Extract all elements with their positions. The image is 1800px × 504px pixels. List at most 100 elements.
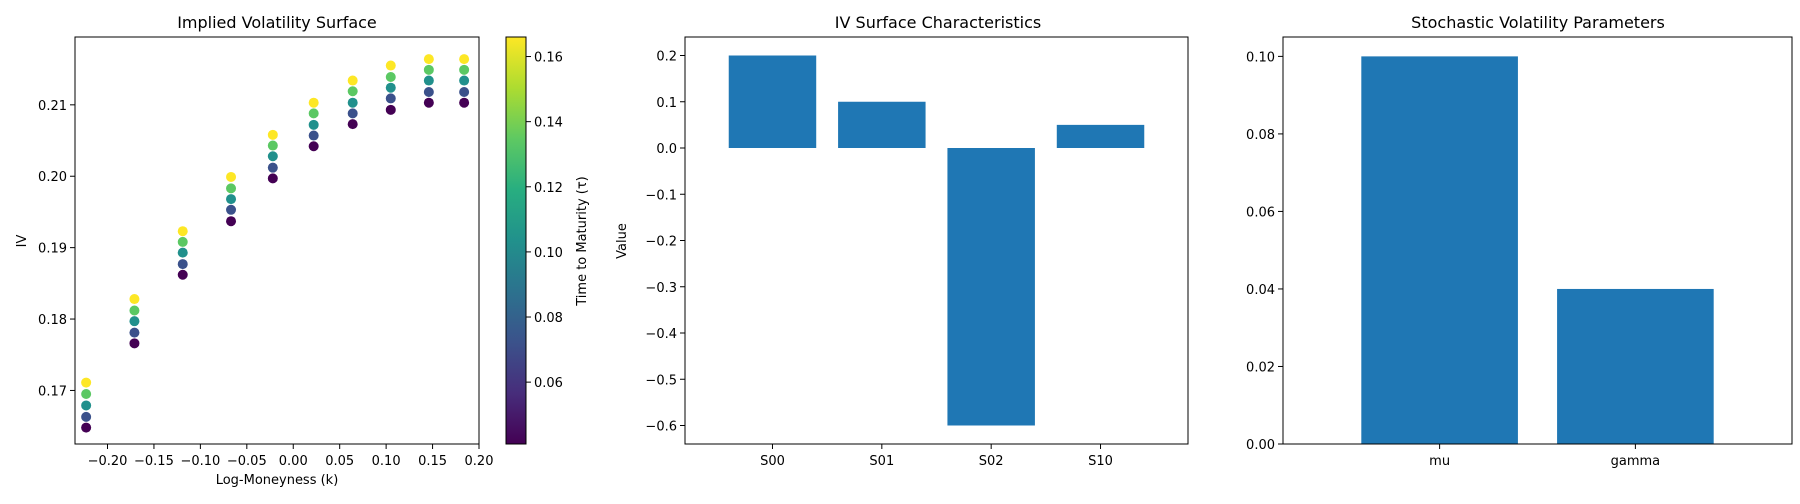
scatter-point [226,171,237,182]
scatter-point [177,269,188,280]
chart-2-ytick-label: 0.0 [656,142,677,157]
colorbar-label: Time to Maturity (τ) [575,176,590,307]
chart-1-ylabel: IV [15,235,30,248]
scatter-point [308,130,319,141]
chart-1-xtick-label: 0.00 [279,454,308,469]
chart-2-ytick-label: 0.2 [656,50,677,65]
scatter-point [308,97,319,108]
chart-1-points [81,54,470,433]
chart-3-xtick-label: mu [1429,454,1450,469]
chart-3-ytick-label: 0.06 [1246,205,1275,220]
scatter-point [385,82,396,93]
scatter-point [267,140,278,151]
scatter-point [81,389,92,400]
scatter-point [177,247,188,258]
scatter-point [385,71,396,82]
chart-1-xtick-label: −0.15 [134,454,174,469]
chart-3-bars [1361,56,1714,444]
scatter-point [267,151,278,162]
colorbar-tick-label: 0.06 [534,376,563,391]
chart-2-ytick-label: −0.5 [645,373,677,388]
chart-3-xtick-label: gamma [1611,454,1661,469]
scatter-point [81,411,92,422]
scatter-point [347,119,358,130]
chart-1-ytick-label: 0.18 [38,313,67,328]
scatter-point [347,86,358,97]
chart-3-ytick-label: 0.00 [1246,438,1275,453]
scatter-point [459,54,470,65]
chart-1-ytick-label: 0.21 [38,99,67,114]
scatter-point [129,305,140,316]
chart-2-xtick-label: S01 [869,454,894,469]
colorbar-tick-label: 0.14 [534,116,563,131]
chart-2-bars [728,55,1145,426]
chart-2-xtick-label: S02 [979,454,1004,469]
scatter-point [308,108,319,119]
scatter-point [459,86,470,97]
chart-2-ytick-label: −0.4 [645,327,677,342]
chart-1-ytick-label: 0.17 [38,384,67,399]
colorbar: 0.06 0.08 0.10 0.12 0.14 0.16 Time to Maturit… [505,36,590,445]
colorbar-tick-label: 0.16 [534,51,563,66]
iv-characteristics-chart: IV Surface Characteristics Value S00 S01 S… [615,13,1189,470]
chart-2-xtick-label: S00 [760,454,785,469]
chart-3-ytick-label: 0.04 [1246,283,1275,298]
colorbar-tick-label: 0.12 [534,181,563,196]
chart-2-bar [947,148,1035,426]
chart-1-xtick-label: 0.10 [372,454,401,469]
chart-3-ytick-label: 0.10 [1246,50,1275,65]
colorbar-ticks: 0.06 0.08 0.10 0.12 0.14 0.16 [526,51,563,391]
scatter-point [385,104,396,115]
scatter-point [308,141,319,152]
chart-3-title: Stochastic Volatility Parameters [1411,13,1665,32]
chart-2-bar [838,101,926,148]
colorbar-tick-label: 0.10 [534,246,563,261]
chart-2-title: IV Surface Characteristics [835,13,1041,32]
chart-1-frame [74,36,480,445]
chart-1-ytick-label: 0.19 [38,242,67,257]
scatter-point [423,97,434,108]
scatter-point [385,60,396,71]
scatter-point [267,129,278,140]
scatter-point [459,64,470,75]
scatter-point [347,97,358,108]
chart-1-xlabel: Log-Moneyness (k) [216,473,339,488]
scatter-point [347,75,358,86]
scatter-point [226,216,237,227]
scatter-point [267,162,278,173]
scatter-point [423,75,434,86]
chart-1-xtick-label: −0.20 [88,454,128,469]
sv-parameters-chart: Stochastic Volatility Parameters mu gamma… [1246,13,1793,469]
chart-2-ytick-label: −0.2 [645,235,677,250]
scatter-point [81,422,92,433]
chart-3-bar [1361,56,1518,444]
scatter-point [129,327,140,338]
scatter-point [81,377,92,388]
scatter-point [385,93,396,104]
iv-surface-chart: Implied Volatility Surface IV Log-Moneyn… [15,13,493,488]
chart-2-ytick-label: −0.1 [645,188,677,203]
scatter-point [129,338,140,349]
chart-3-ytick-label: 0.08 [1246,128,1275,143]
chart-2-ylabel: Value [615,223,630,259]
chart-2-xtick-label: S10 [1088,454,1113,469]
chart-3-frame [1282,36,1793,445]
scatter-point [347,108,358,119]
scatter-point [226,183,237,194]
chart-2-ytick-label: −0.3 [645,281,677,296]
chart-2-ticks: S00 S01 S02 S10 0.2 0.1 0.0 −0.1 −0.2 −0.3 −0.4 −0.… [645,50,1112,470]
scatter-point [308,119,319,130]
scatter-point [226,204,237,215]
scatter-point [177,226,188,237]
scatter-point [459,75,470,86]
scatter-point [177,236,188,247]
chart-1-xtick-label: 0.15 [418,454,447,469]
chart-3-ytick-label: 0.02 [1246,360,1275,375]
scatter-point [423,86,434,97]
scatter-point [459,97,470,108]
scatter-point [423,54,434,65]
scatter-point [81,400,92,411]
chart-1-ticks: −0.20 −0.15 −0.10 −0.05 0.00 0.05 0.10 0.15 0.20… [38,99,493,469]
